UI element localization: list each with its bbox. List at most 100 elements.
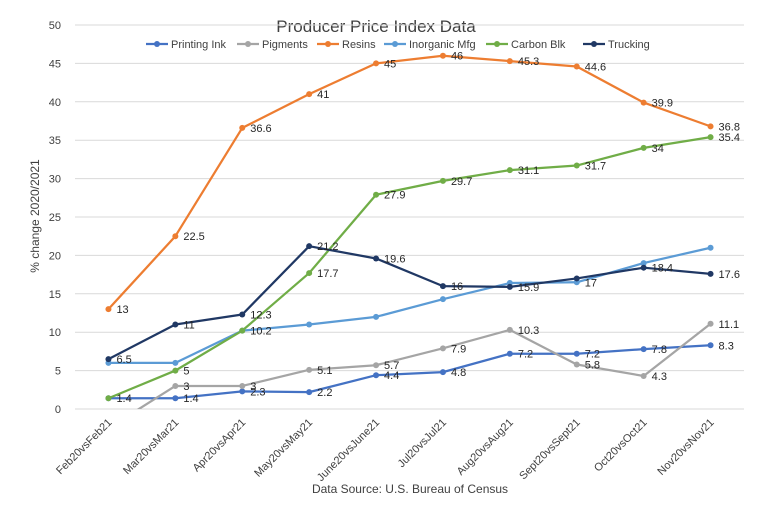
data-point-carbon-blk (373, 191, 380, 198)
y-tick-label: 20 (49, 250, 61, 262)
data-point-resins (306, 91, 313, 98)
data-point-trucking (573, 275, 580, 282)
data-point-resins (239, 124, 246, 131)
data-point-trucking (105, 356, 112, 363)
data-point-carbon-blk (707, 134, 714, 141)
legend-item-resins: Resins (317, 39, 376, 51)
data-point-trucking (239, 311, 246, 318)
data-point-trucking (640, 264, 647, 271)
data-point-carbon-blk (439, 177, 446, 184)
data-point-carbon-blk (172, 367, 179, 374)
series-lines (107, 54, 712, 409)
series-line-pigments (136, 322, 712, 409)
series-line-carbon-blk (108, 136, 711, 400)
data-point-pigments (573, 361, 580, 368)
series-points (105, 52, 714, 402)
data-label-resins: 22.5 (183, 231, 204, 243)
data-point-resins (573, 63, 580, 70)
data-point-trucking (306, 243, 313, 250)
data-point-trucking (707, 270, 714, 277)
legend-label: Resins (342, 39, 376, 51)
data-point-inorganic-mfg (439, 296, 446, 303)
y-axis-ticks: 0 5 10 15 20 25 30 35 40 45 50 (49, 20, 61, 416)
series-line-inorganic-mfg (108, 246, 711, 365)
data-label-carbon-blk: 27.9 (384, 190, 405, 202)
data-point-pigments (640, 372, 647, 379)
data-point-resins (373, 60, 380, 67)
data-label-printing-ink: 7.8 (652, 344, 667, 356)
data-label-carbon-blk: 31.7 (585, 161, 606, 173)
data-label-resins: 39.9 (652, 98, 673, 110)
data-label-carbon-blk: 35.4 (719, 132, 740, 144)
y-tick-label: 30 (49, 174, 61, 186)
data-point-printing-ink (640, 346, 647, 353)
data-label-resins: 46 (451, 51, 463, 63)
source-note: Data Source: U.S. Bureau of Census (312, 482, 508, 496)
data-point-resins (172, 233, 179, 240)
y-tick-label: 5 (55, 366, 61, 378)
legend-label: Trucking (608, 39, 650, 51)
x-tick-label: Oct20vsOct21 (592, 417, 650, 475)
x-tick-label: Feb20vsFeb21 (54, 417, 114, 477)
data-point-trucking (172, 321, 179, 328)
data-point-pigments (707, 320, 714, 327)
data-label-printing-ink: 4.4 (384, 370, 399, 382)
series-line-trucking (107, 245, 711, 361)
data-label-pigments: 3 (250, 381, 256, 393)
data-label-trucking: 17.6 (719, 269, 740, 281)
data-label-trucking: 16 (451, 281, 463, 293)
y-tick-label: 45 (49, 58, 61, 70)
data-label-pigments: 5.8 (585, 359, 600, 371)
data-point-inorganic-mfg (707, 244, 714, 251)
legend-swatch-marker (591, 41, 597, 47)
data-point-carbon-blk (306, 270, 313, 277)
data-label-printing-ink: 1.4 (183, 393, 198, 405)
data-label-trucking: 21.2 (317, 241, 338, 253)
legend-swatch-marker (494, 41, 500, 47)
data-point-resins (439, 52, 446, 59)
y-tick-label: 40 (49, 97, 61, 109)
data-label-carbon-blk: 1.4 (116, 393, 131, 405)
data-label-carbon-blk: 31.1 (518, 165, 539, 177)
data-point-printing-ink (373, 372, 380, 379)
y-tick-label: 15 (49, 289, 61, 301)
x-tick-label: June20vsJune21 (315, 417, 382, 484)
data-point-resins (506, 58, 513, 65)
data-label-pigments: 3 (183, 381, 189, 393)
y-tick-label: 50 (49, 20, 61, 32)
data-label-trucking: 18.4 (652, 263, 673, 275)
legend-item-trucking: Trucking (583, 39, 650, 51)
x-tick-label: Aug20vsAug21 (455, 417, 516, 478)
data-label-pigments: 4.3 (652, 371, 667, 383)
data-label-trucking: 6.5 (116, 354, 131, 366)
y-axis-label: % change 2020/2021 (28, 159, 42, 273)
legend-swatch-marker (325, 41, 331, 47)
data-point-trucking (506, 283, 513, 290)
data-point-carbon-blk (105, 395, 112, 402)
data-point-inorganic-mfg (640, 260, 647, 267)
data-label-carbon-blk: 34 (652, 143, 664, 155)
data-point-inorganic-mfg (172, 359, 179, 366)
x-axis-ticks: Feb20vsFeb21 Mar20vsMar21 Apr20vsApr21 May2… (54, 417, 716, 484)
data-point-printing-ink (707, 342, 714, 349)
data-point-pigments (172, 382, 179, 389)
legend-label: Printing Ink (171, 39, 227, 51)
data-label-trucking: 11 (183, 320, 194, 332)
data-point-pigments (439, 345, 446, 352)
chart-title: Producer Price Index Data (276, 17, 476, 36)
data-point-resins (707, 123, 714, 130)
x-tick-label: Nov20vsNov21 (655, 417, 716, 478)
data-label-resins: 45.3 (518, 56, 539, 68)
data-label-trucking: 12.3 (250, 310, 271, 322)
data-label-resins: 36.8 (719, 121, 740, 133)
x-tick-label: Apr20vsApr21 (191, 417, 249, 475)
legend-item-carbon-blk: Carbon Blk (486, 39, 566, 51)
data-label-pigments: 7.9 (451, 343, 466, 355)
data-label-carbon-blk: 17.7 (317, 268, 338, 280)
data-point-pigments (506, 326, 513, 333)
legend-swatch-marker (154, 41, 160, 47)
data-label-resins: 44.6 (585, 61, 606, 73)
y-tick-label: 25 (49, 212, 61, 224)
data-point-trucking (439, 283, 446, 290)
